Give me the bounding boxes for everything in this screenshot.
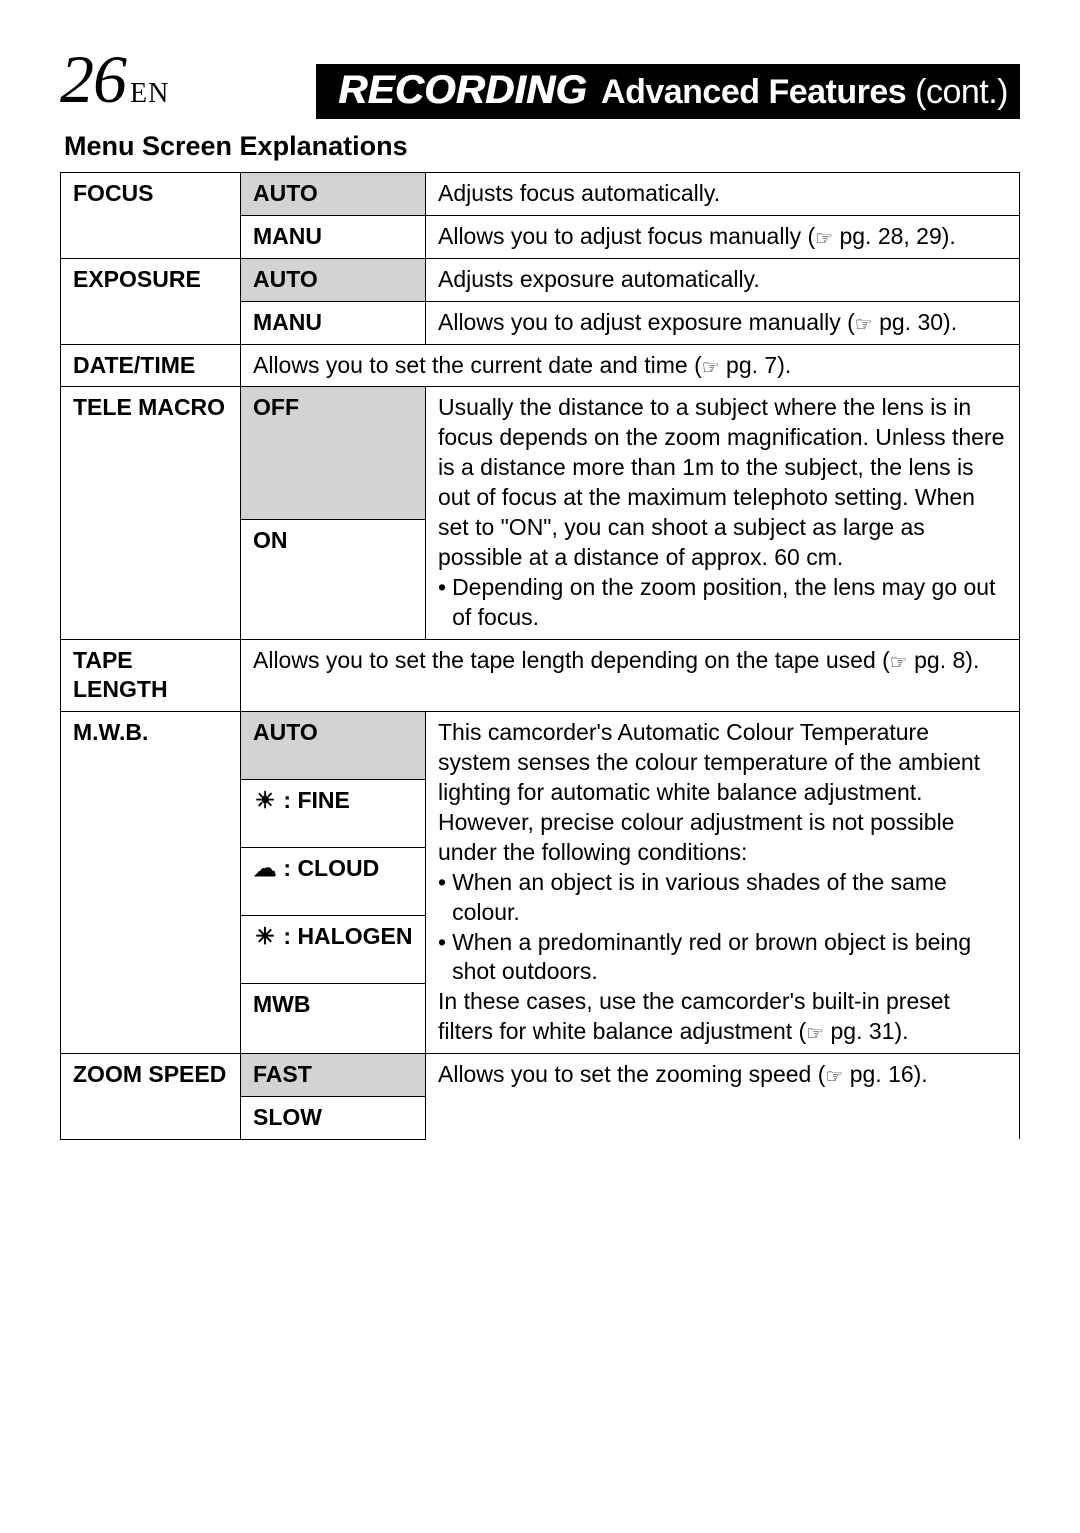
text: When a predominantly red or brown object… xyxy=(452,928,1007,988)
bullet: • When a predominantly red or brown obje… xyxy=(438,928,1007,988)
mwb-cloud: ☁ : CLOUD xyxy=(241,848,426,916)
section-heading: Menu Screen Explanations xyxy=(64,131,1020,162)
title-sub-bold: Advanced Features xyxy=(601,73,906,111)
page-number-block: 26 EN xyxy=(60,40,169,119)
text: pg. 30). xyxy=(873,309,957,335)
blank-cell xyxy=(61,519,241,639)
blank-cell xyxy=(61,984,241,1054)
table-row: FOCUS AUTO Adjusts focus automatically. xyxy=(61,173,1020,216)
telemacro-label: TELE MACRO xyxy=(61,387,241,519)
page-header: 26 EN RECORDING Advanced Features (cont.… xyxy=(60,40,1020,119)
text: This camcorder's Automatic Colour Temper… xyxy=(438,718,1007,867)
blank-cell xyxy=(61,848,241,916)
title-bar: RECORDING Advanced Features (cont.) xyxy=(316,64,1020,119)
text: Allows you to adjust focus manually ( xyxy=(438,223,815,249)
focus-auto: AUTO xyxy=(241,173,426,216)
cloud-icon: ☁ xyxy=(253,854,277,884)
zoomspeed-label: ZOOM SPEED xyxy=(61,1054,241,1097)
text: Usually the distance to a subject where … xyxy=(438,393,1007,572)
mwb-desc: This camcorder's Automatic Colour Temper… xyxy=(426,712,1020,1054)
datetime-desc: Allows you to set the current date and t… xyxy=(241,344,1020,387)
focus-auto-desc: Adjusts focus automatically. xyxy=(426,173,1020,216)
sun-icon: ☀ xyxy=(253,786,277,816)
text: pg. 16). xyxy=(843,1061,927,1087)
blank-cell xyxy=(61,916,241,984)
text: pg. 8). xyxy=(908,647,980,673)
pointer-icon: ☞ xyxy=(825,1064,843,1090)
pointer-icon: ☞ xyxy=(815,226,833,252)
zoomspeed-fast: FAST xyxy=(241,1054,426,1097)
mwb-label: M.W.B. xyxy=(61,712,241,780)
table-row: MANU Allows you to adjust focus manually… xyxy=(61,215,1020,258)
telemacro-desc: Usually the distance to a subject where … xyxy=(426,387,1020,639)
mwb-halogen: ✳ : HALOGEN xyxy=(241,916,426,984)
zoomspeed-slow: SLOW xyxy=(241,1097,426,1140)
blank-cell xyxy=(61,301,241,344)
bullet: • When an object is in various shades of… xyxy=(438,868,1007,928)
text: : HALOGEN xyxy=(283,923,412,949)
zoomspeed-desc: Allows you to set the zooming speed (☞ p… xyxy=(426,1054,1020,1140)
text: : FINE xyxy=(283,787,349,813)
mwb-fine: ☀ : FINE xyxy=(241,780,426,848)
table-row: EXPOSURE AUTO Adjusts exposure automatic… xyxy=(61,258,1020,301)
bullet-dot-icon: • xyxy=(438,868,446,928)
text: : CLOUD xyxy=(283,855,379,881)
telemacro-off: OFF xyxy=(241,387,426,519)
focus-manu: MANU xyxy=(241,215,426,258)
focus-label: FOCUS xyxy=(61,173,241,216)
table-row: ZOOM SPEED FAST Allows you to set the zo… xyxy=(61,1054,1020,1097)
telemacro-on: ON xyxy=(241,519,426,639)
text: When an object is in various shades of t… xyxy=(452,868,1007,928)
text: Allows you to set the current date and t… xyxy=(253,352,702,378)
text: Allows you to set the tape length depend… xyxy=(253,647,890,673)
blank-cell xyxy=(61,780,241,848)
title-sub: Advanced Features (cont.) xyxy=(601,73,1008,112)
table-row: TELE MACRO OFF Usually the distance to a… xyxy=(61,387,1020,519)
exposure-auto-desc: Adjusts exposure automatically. xyxy=(426,258,1020,301)
mwb-mwb: MWB xyxy=(241,984,426,1054)
focus-manu-desc: Allows you to adjust focus manually (☞ p… xyxy=(426,215,1020,258)
title-sub-light: (cont.) xyxy=(915,73,1008,111)
blank-cell xyxy=(61,1097,241,1140)
bullet-dot-icon: • xyxy=(438,928,446,988)
page-lang: EN xyxy=(130,78,169,110)
text: pg. 31). xyxy=(824,1018,908,1044)
text: pg. 28, 29). xyxy=(833,223,956,249)
pointer-icon: ☞ xyxy=(890,650,908,676)
tapelength-desc: Allows you to set the tape length depend… xyxy=(241,639,1020,712)
tapelength-label: TAPE LENGTH xyxy=(61,639,241,712)
pointer-icon: ☞ xyxy=(855,312,873,338)
table-row: M.W.B. AUTO This camcorder's Automatic C… xyxy=(61,712,1020,780)
bullet-dot-icon: • xyxy=(438,573,446,633)
text: Allows you to set the zooming speed ( xyxy=(438,1061,825,1087)
blank-cell xyxy=(61,215,241,258)
exposure-manu-desc: Allows you to adjust exposure manually (… xyxy=(426,301,1020,344)
mwb-auto: AUTO xyxy=(241,712,426,780)
title-main: RECORDING xyxy=(338,68,587,113)
text: Depending on the zoom position, the lens… xyxy=(452,573,1007,633)
menu-table: FOCUS AUTO Adjusts focus automatically. … xyxy=(60,172,1020,1140)
table-row: TAPE LENGTH Allows you to set the tape l… xyxy=(61,639,1020,712)
halogen-icon: ✳ xyxy=(253,922,277,952)
table-row: DATE/TIME Allows you to set the current … xyxy=(61,344,1020,387)
pointer-icon: ☞ xyxy=(702,355,720,381)
text: Allows you to adjust exposure manually ( xyxy=(438,309,855,335)
exposure-manu: MANU xyxy=(241,301,426,344)
table-row: MANU Allows you to adjust exposure manua… xyxy=(61,301,1020,344)
text: pg. 7). xyxy=(720,352,792,378)
exposure-auto: AUTO xyxy=(241,258,426,301)
pointer-icon: ☞ xyxy=(806,1021,824,1047)
text: In these cases, use the camcorder's buil… xyxy=(438,987,1007,1047)
exposure-label: EXPOSURE xyxy=(61,258,241,301)
datetime-label: DATE/TIME xyxy=(61,344,241,387)
page-number: 26 xyxy=(60,40,126,119)
bullet: • Depending on the zoom position, the le… xyxy=(438,573,1007,633)
